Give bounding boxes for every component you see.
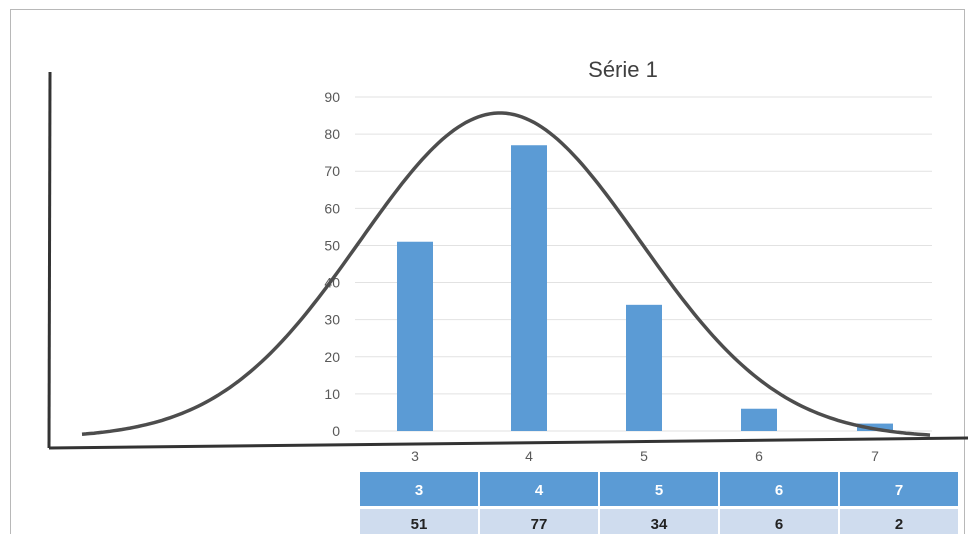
x-tick-label: 4 xyxy=(525,448,533,464)
table-value-cell xyxy=(360,509,478,534)
y-tick-label: 70 xyxy=(324,163,340,179)
y-tick-label: 80 xyxy=(324,126,340,142)
table-header-label: 4 xyxy=(535,482,544,499)
table-value-cell xyxy=(600,509,718,534)
table-value-cell xyxy=(720,509,838,534)
chart-title: Série 1 xyxy=(588,57,658,82)
x-tick-label: 6 xyxy=(755,448,763,464)
x-tick-label: 7 xyxy=(871,448,879,464)
table-value-label: 77 xyxy=(531,516,548,533)
x-axis-line xyxy=(48,436,969,450)
y-tick-label: 30 xyxy=(324,312,340,328)
table-header-cell xyxy=(480,472,598,506)
table-value-label: 34 xyxy=(651,516,668,533)
bell-curve xyxy=(81,111,931,437)
table-header-label: 3 xyxy=(415,482,423,499)
table-value-cell xyxy=(840,509,958,534)
table-header-label: 5 xyxy=(655,482,663,499)
bars xyxy=(397,145,893,431)
y-tick-label: 50 xyxy=(324,237,340,253)
y-tick-label: 20 xyxy=(324,349,340,365)
bar-6 xyxy=(741,408,777,431)
x-axis-labels: 3 4 5 6 7 xyxy=(411,448,879,464)
table-header-cell xyxy=(600,472,718,506)
chart-frame xyxy=(10,9,965,534)
table-header-label: 7 xyxy=(895,482,903,499)
y-tick-label: 90 xyxy=(324,89,340,105)
bar-4 xyxy=(511,145,547,431)
table-header-label: 6 xyxy=(775,482,783,499)
y-tick-label: 60 xyxy=(324,200,340,216)
table-header-cell xyxy=(720,472,838,506)
data-table: 3 51 4 77 5 34 6 6 7 2 xyxy=(360,472,958,534)
table-value-label: 2 xyxy=(895,516,903,533)
y-tick-label: 0 xyxy=(332,423,340,439)
table-value-label: 6 xyxy=(775,516,783,533)
table-value-cell xyxy=(480,509,598,534)
table-header-cell xyxy=(360,472,478,506)
y-axis-line xyxy=(47,71,52,449)
table-header-cell xyxy=(840,472,958,506)
y-tick-label: 10 xyxy=(324,386,340,402)
bar-5 xyxy=(626,304,662,431)
bell-curve-line xyxy=(81,111,931,437)
x-tick-label: 3 xyxy=(411,448,419,464)
axes xyxy=(47,71,969,450)
table-value-label: 51 xyxy=(411,516,428,533)
x-tick-label: 5 xyxy=(640,448,648,464)
bar-3 xyxy=(397,241,433,431)
